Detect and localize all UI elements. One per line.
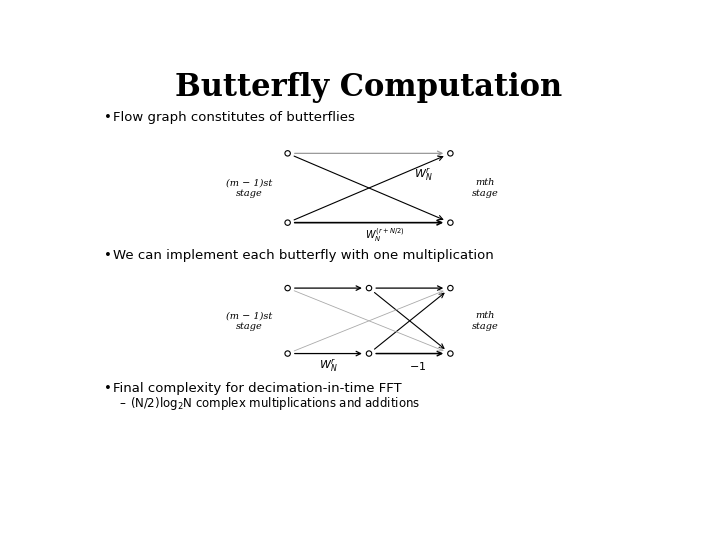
Text: Flow graph constitutes of butterflies: Flow graph constitutes of butterflies [113,111,355,124]
Text: Butterfly Computation: Butterfly Computation [176,72,562,103]
Text: (N/2)log$_2$N complex multiplications and additions: (N/2)log$_2$N complex multiplications an… [130,395,420,412]
Circle shape [448,151,453,156]
Text: (m − 1)st
stage: (m − 1)st stage [226,311,272,330]
Text: $W_N^r$: $W_N^r$ [319,357,338,374]
Circle shape [285,220,290,225]
Text: mth
stage: mth stage [472,178,499,198]
Text: (m − 1)st
stage: (m − 1)st stage [226,178,272,198]
Circle shape [448,351,453,356]
Circle shape [366,351,372,356]
Text: •: • [104,249,112,262]
Text: mth
stage: mth stage [472,311,499,330]
Circle shape [448,220,453,225]
Circle shape [285,286,290,291]
Circle shape [366,286,372,291]
Circle shape [285,351,290,356]
Text: •: • [104,382,112,395]
Text: •: • [104,111,112,124]
Text: –: – [120,397,125,410]
Circle shape [448,286,453,291]
Text: $W_N^r$: $W_N^r$ [414,167,433,183]
Circle shape [285,151,290,156]
Text: $-1$: $-1$ [409,360,426,372]
Text: Final complexity for decimation-in-time FFT: Final complexity for decimation-in-time … [113,382,402,395]
Text: We can implement each butterfly with one multiplication: We can implement each butterfly with one… [113,249,494,262]
Text: $W_N^{(r+N/2)}$: $W_N^{(r+N/2)}$ [364,226,405,244]
